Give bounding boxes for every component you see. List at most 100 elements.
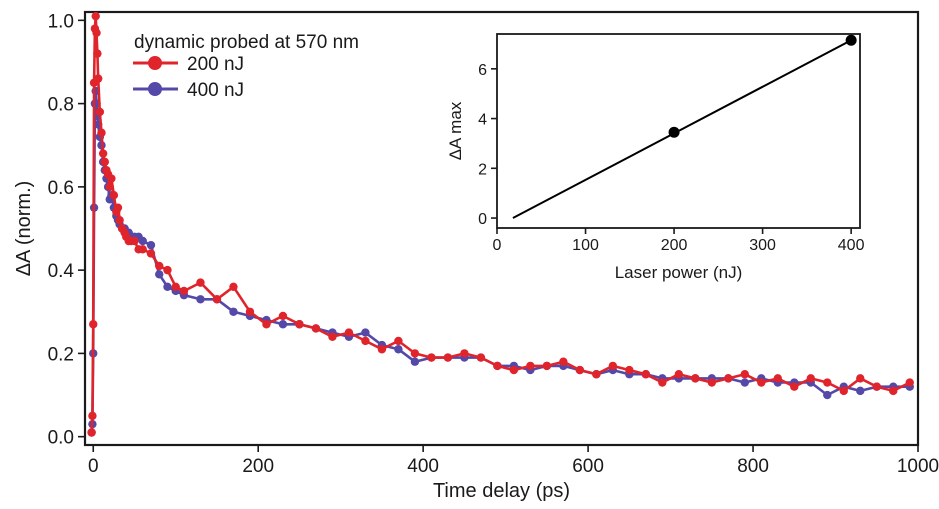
data-point (87, 428, 96, 437)
inset-x-tick-label: 200 (661, 237, 688, 254)
data-point (179, 286, 189, 296)
y-axis-label: ΔA (norm.) (13, 181, 35, 277)
data-point (171, 282, 180, 291)
inset-y-tick-label: 4 (478, 112, 487, 129)
data-point (509, 365, 519, 375)
data-point (905, 378, 914, 387)
data-point (100, 157, 109, 167)
x-tick-label: 400 (407, 456, 439, 477)
data-point (674, 370, 684, 379)
data-point (575, 365, 585, 375)
x-axis-label: Time delay (ps) (433, 480, 570, 502)
data-point (88, 411, 97, 421)
data-point (311, 324, 321, 333)
inset-data-point (668, 126, 680, 138)
main-plot: 0 200 400 600 800 10000.00.20.40.60.81.0Time … (13, 10, 939, 502)
data-point (278, 311, 288, 321)
data-point (526, 361, 535, 371)
data-point (773, 374, 782, 383)
data-point (493, 361, 502, 371)
data-point (95, 107, 105, 117)
data-point (163, 282, 172, 291)
inset-y-tick-label: 6 (478, 62, 487, 79)
data-point (410, 357, 420, 366)
data-point (394, 345, 403, 354)
y-tick-label: 1.0 (48, 11, 74, 32)
data-point (625, 365, 634, 375)
inset-x-axis-label: Laser power (nJ) (615, 263, 743, 282)
data-point (823, 390, 832, 400)
data-point (295, 320, 304, 329)
data-point (691, 374, 700, 383)
y-tick-label: 0.0 (48, 428, 74, 449)
inset-y-tick-label: 2 (478, 161, 487, 178)
data-point (740, 370, 750, 379)
data-point (443, 353, 453, 362)
data-point (361, 336, 370, 346)
legend-label: 200 nJ (187, 54, 244, 75)
data-point (98, 149, 108, 158)
y-tick-label: 0.6 (48, 178, 74, 199)
data-point (707, 378, 717, 387)
data-point (377, 345, 387, 354)
data-point (91, 11, 100, 21)
data-point (823, 378, 832, 387)
data-point (92, 28, 101, 38)
inset-x-tick-label: 400 (838, 237, 865, 254)
data-point (427, 353, 436, 362)
y-tick-label: 0.2 (48, 344, 74, 365)
data-point (592, 370, 601, 379)
data-point (93, 74, 103, 83)
inset-x-tick-label: 0 (493, 237, 502, 254)
data-point (212, 295, 222, 304)
data-point (229, 307, 238, 316)
data-point (889, 386, 898, 396)
y-tick-label: 0.8 (48, 95, 74, 116)
x-tick-label: 1000 (897, 456, 939, 477)
data-point (394, 336, 403, 346)
data-point (146, 249, 156, 258)
data-point (155, 261, 164, 271)
data-point (146, 240, 156, 250)
data-point (542, 361, 552, 371)
data-point (757, 378, 766, 387)
data-point (476, 353, 486, 362)
inset-x-tick-label: 100 (572, 237, 599, 254)
data-point (109, 190, 119, 200)
x-tick-label: 600 (572, 456, 604, 477)
data-point (856, 386, 865, 396)
legend-title: dynamic probed at 570 nm (134, 32, 359, 53)
legend-swatch-marker (148, 82, 162, 96)
data-point (113, 203, 123, 212)
inset-y-axis-label: ΔA max (446, 101, 465, 160)
inset-x-tick-label: 300 (749, 237, 776, 254)
data-point (97, 128, 106, 137)
data-point (608, 361, 618, 371)
inset-plot: 0 100 200 300 400 0 2 4 6 Laser power (nJ) ΔA max (446, 33, 865, 282)
data-point (229, 282, 238, 291)
data-point (105, 182, 114, 192)
x-tick-label: 800 (737, 456, 769, 477)
x-tick-label: 0 (88, 456, 99, 477)
data-point (163, 265, 172, 275)
data-point (107, 174, 116, 183)
data-point (155, 270, 164, 279)
data-point (278, 320, 288, 329)
data-point (344, 328, 354, 337)
data-point (790, 382, 799, 391)
data-point (724, 374, 733, 383)
data-point (856, 374, 865, 383)
data-point (872, 382, 881, 391)
data-point (262, 320, 271, 329)
data-point (806, 374, 815, 383)
legend-label: 400 nJ (187, 80, 244, 101)
data-point (196, 278, 205, 287)
inset-fit-line (512, 39, 852, 219)
data-point (115, 215, 124, 225)
data-point (410, 349, 420, 358)
y-tick-label: 0.4 (48, 261, 75, 282)
data-point (740, 378, 750, 387)
